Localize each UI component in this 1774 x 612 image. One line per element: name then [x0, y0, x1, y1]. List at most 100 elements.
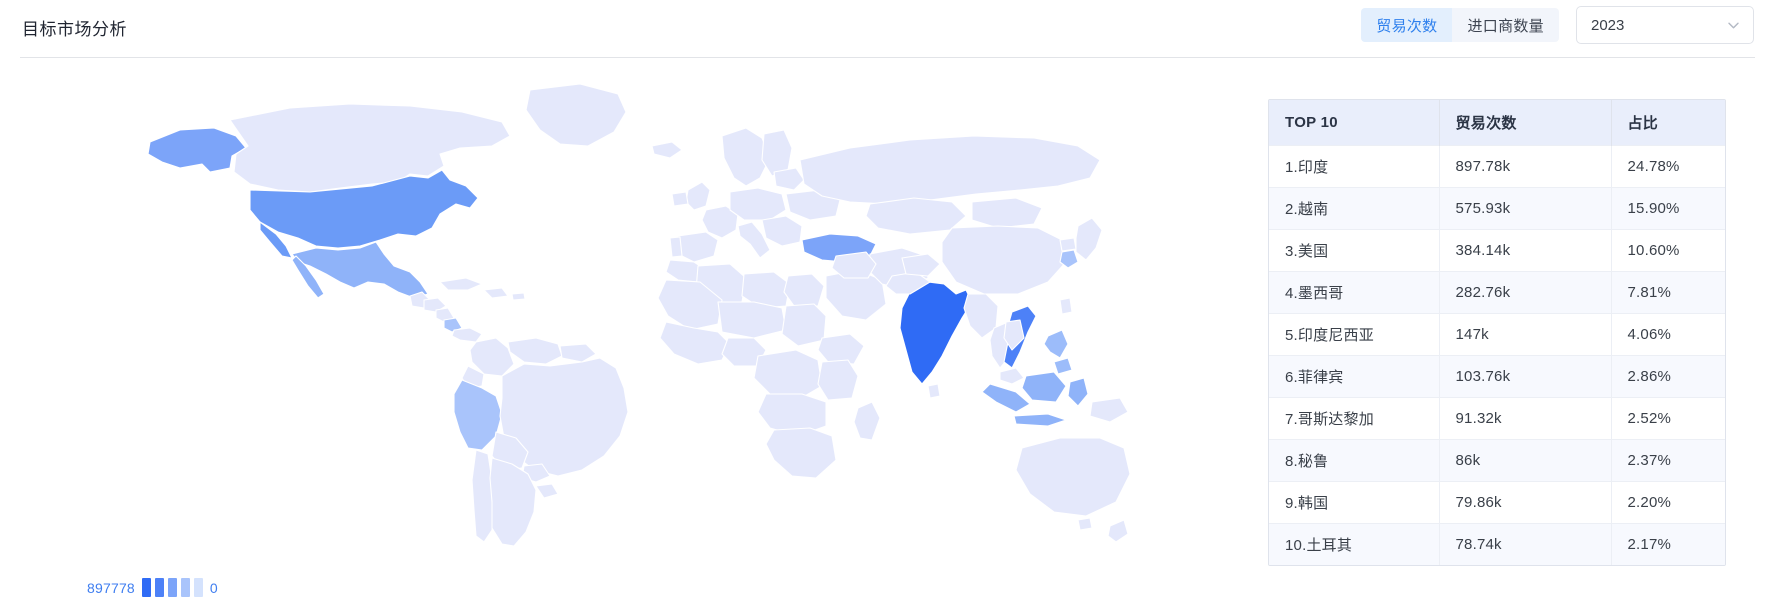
country-iraq-syria[interactable]	[831, 251, 877, 279]
legend-swatch-3	[167, 578, 177, 597]
table-row[interactable]: 5.印度尼西亚 147k 4.06%	[1269, 313, 1725, 356]
country-australia[interactable]	[1015, 437, 1130, 517]
world-map[interactable]	[0, 70, 1240, 560]
country-mauritania-mali[interactable]	[657, 279, 723, 331]
legend-swatch-5	[193, 578, 203, 597]
country-hispaniola[interactable]	[483, 287, 509, 299]
country-indonesia-java[interactable]	[1013, 413, 1067, 427]
country-germany-poland[interactable]	[729, 187, 787, 221]
top10-table-container: TOP 10 贸易次数 占比 1.印度 897.78k 24.78% 2.越南 …	[1268, 99, 1726, 566]
country-indonesia-borneo[interactable]	[1021, 371, 1067, 403]
country-united-states-baja-edge[interactable]	[259, 221, 293, 259]
legend-max-label: 897778	[87, 579, 135, 596]
table-row[interactable]: 9.韩国 79.86k 2.20%	[1269, 481, 1725, 524]
country-drc[interactable]	[753, 349, 823, 401]
country-norway-sweden[interactable]	[721, 127, 771, 187]
top10-table: TOP 10 贸易次数 占比 1.印度 897.78k 24.78% 2.越南 …	[1269, 100, 1725, 565]
country-southern-africa[interactable]	[765, 427, 837, 479]
country-sri-lanka[interactable]	[927, 383, 941, 399]
country-alaska[interactable]	[147, 127, 247, 173]
country-west-africa[interactable]	[659, 321, 731, 365]
page-title: 目标市场分析	[22, 20, 127, 39]
country-taiwan[interactable]	[1059, 297, 1073, 315]
table-row[interactable]: 2.越南 575.93k 15.90%	[1269, 187, 1725, 230]
cell-share: 2.37%	[1611, 439, 1725, 482]
country-kenya-tanzania[interactable]	[817, 359, 859, 401]
country-indonesia-sulawesi[interactable]	[1067, 377, 1089, 407]
cell-trade-count: 282.76k	[1439, 271, 1612, 314]
tab-trade-count[interactable]: 贸易次数	[1361, 8, 1453, 42]
country-bangladesh-myanmar[interactable]	[963, 293, 999, 339]
country-balkans[interactable]	[761, 215, 803, 247]
country-guyana-suriname[interactable]	[559, 343, 597, 363]
table-row[interactable]: 3.美国 384.14k 10.60%	[1269, 229, 1725, 272]
country-baltic[interactable]	[773, 167, 805, 191]
country-italy[interactable]	[737, 221, 771, 259]
column-header-trade-count: 贸易次数	[1439, 100, 1612, 146]
country-sudan[interactable]	[781, 303, 827, 347]
country-uruguay[interactable]	[535, 483, 559, 499]
country-panama[interactable]	[451, 327, 483, 343]
cell-share: 2.86%	[1611, 355, 1725, 398]
country-mexico-baja[interactable]	[291, 255, 325, 299]
year-select[interactable]: 2023	[1576, 6, 1754, 44]
table-row[interactable]: 7.哥斯达黎加 91.32k 2.52%	[1269, 397, 1725, 440]
table-row[interactable]: 6.菲律宾 103.76k 2.86%	[1269, 355, 1725, 398]
cell-trade-count: 103.76k	[1439, 355, 1612, 398]
country-malaysia[interactable]	[999, 367, 1025, 385]
country-north-korea[interactable]	[1059, 237, 1077, 252]
metric-toggle-group[interactable]: 贸易次数 进口商数量	[1361, 8, 1559, 42]
country-puerto-rico[interactable]	[511, 292, 526, 301]
country-south-korea[interactable]	[1059, 249, 1079, 269]
cell-share: 2.17%	[1611, 523, 1725, 565]
world-map-svg[interactable]	[110, 70, 1130, 560]
country-canada[interactable]	[229, 103, 511, 193]
country-papua[interactable]	[1089, 397, 1129, 423]
country-indonesia-sumatra[interactable]	[981, 383, 1031, 413]
country-france[interactable]	[701, 205, 739, 239]
cell-trade-count: 86k	[1439, 439, 1612, 482]
country-laos-cambodia[interactable]	[1003, 319, 1025, 351]
country-ethiopia[interactable]	[817, 333, 865, 365]
cell-trade-count: 78.74k	[1439, 523, 1612, 565]
tab-importer-count[interactable]: 进口商数量	[1452, 8, 1559, 42]
country-niger-chad[interactable]	[717, 301, 787, 339]
country-philippines-south[interactable]	[1053, 357, 1073, 375]
country-japan[interactable]	[1075, 217, 1103, 261]
country-argentina[interactable]	[489, 457, 537, 547]
country-new-zealand[interactable]	[1107, 519, 1129, 543]
country-portugal[interactable]	[669, 236, 683, 258]
country-venezuela[interactable]	[507, 337, 563, 365]
cell-trade-count: 147k	[1439, 313, 1612, 356]
country-philippines[interactable]	[1043, 329, 1069, 359]
country-united-states[interactable]	[249, 169, 479, 249]
country-russia[interactable]	[799, 135, 1101, 205]
cell-country: 5.印度尼西亚	[1269, 313, 1440, 356]
cell-country: 6.菲律宾	[1269, 355, 1440, 398]
country-egypt[interactable]	[783, 273, 825, 307]
cell-country: 4.墨西哥	[1269, 271, 1440, 314]
column-header-share: 占比	[1611, 100, 1725, 146]
chevron-down-icon[interactable]	[1727, 19, 1740, 32]
country-china[interactable]	[941, 225, 1067, 295]
table-row[interactable]: 10.土耳其 78.74k 2.17%	[1269, 523, 1725, 565]
cell-trade-count: 575.93k	[1439, 187, 1612, 230]
country-spain[interactable]	[677, 231, 719, 263]
country-ireland[interactable]	[671, 191, 689, 207]
country-tasmania[interactable]	[1077, 517, 1093, 531]
country-peru[interactable]	[453, 379, 503, 451]
country-united-kingdom[interactable]	[685, 181, 711, 211]
country-iceland[interactable]	[651, 141, 683, 159]
country-chile[interactable]	[471, 449, 495, 543]
country-cuba[interactable]	[439, 277, 483, 291]
cell-share: 15.90%	[1611, 187, 1725, 230]
table-row[interactable]: 1.印度 897.78k 24.78%	[1269, 145, 1725, 188]
country-madagascar[interactable]	[853, 401, 881, 441]
country-greenland[interactable]	[525, 83, 627, 147]
table-row[interactable]: 4.墨西哥 282.76k 7.81%	[1269, 271, 1725, 314]
country-afghanistan[interactable]	[901, 253, 941, 277]
country-mongolia[interactable]	[971, 197, 1043, 229]
table-row[interactable]: 8.秘鲁 86k 2.37%	[1269, 439, 1725, 482]
country-india[interactable]	[899, 281, 973, 385]
